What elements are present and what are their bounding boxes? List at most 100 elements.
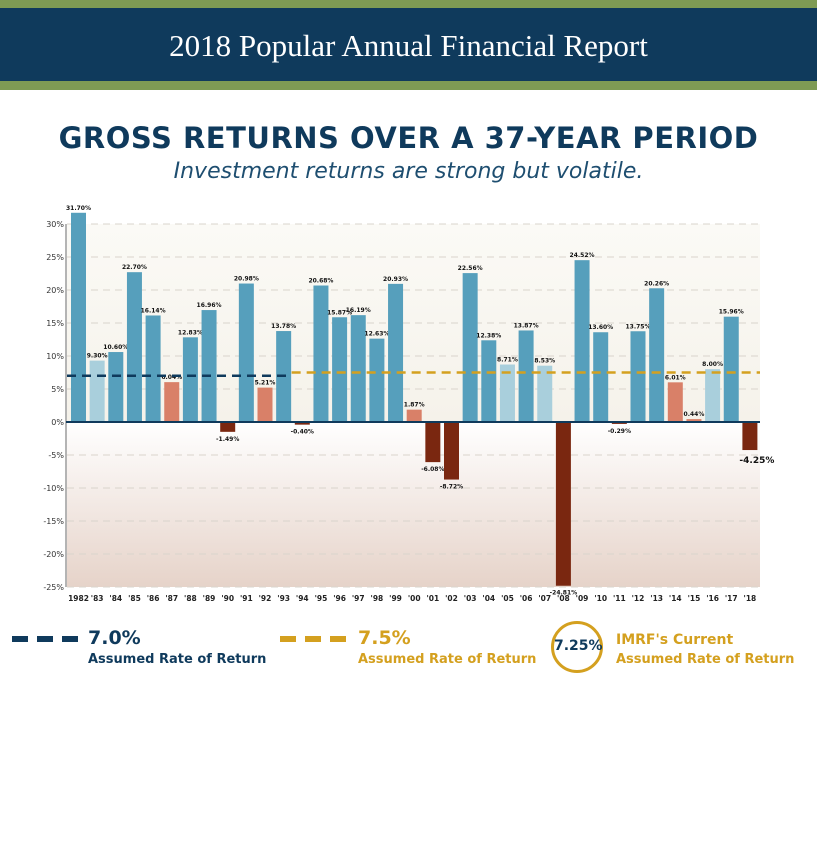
data-label: 20.68%	[308, 278, 333, 285]
data-label: 12.83%	[178, 329, 203, 336]
x-tick-label: '83	[91, 594, 104, 603]
x-tick-label: '18	[744, 594, 757, 603]
x-tick-label: 1982	[68, 594, 89, 603]
data-label: 13.60%	[588, 324, 613, 331]
data-label: 12.63%	[364, 331, 389, 338]
y-tick-label: 20%	[46, 286, 64, 295]
bar	[537, 365, 553, 422]
x-tick-label: '95	[315, 594, 328, 603]
y-tick-label: 15%	[46, 319, 64, 328]
chart-title: GROSS RETURNS OVER A 37-YEAR PERIOD	[58, 121, 759, 155]
bar	[201, 310, 217, 422]
x-tick-label: '10	[594, 594, 607, 603]
x-tick-label: '04	[482, 594, 495, 603]
current-rate-value: 7.25%	[554, 638, 603, 654]
x-tick-label: '15	[688, 594, 701, 603]
x-tick-label: '85	[128, 594, 141, 603]
data-label: 24.52%	[570, 252, 595, 259]
x-tick-label: '14	[669, 594, 682, 603]
data-label: 8.00%	[702, 361, 723, 368]
x-tick-label: '00	[408, 594, 421, 603]
y-tick-label: -25%	[43, 583, 64, 592]
bar	[574, 260, 590, 422]
x-tick-label: '05	[501, 594, 514, 603]
report-header: 2018 Popular Annual Financial Report	[0, 8, 817, 81]
chart-subtitle: Investment returns are strong but volati…	[173, 159, 644, 184]
bar	[332, 317, 348, 422]
bar	[89, 360, 105, 422]
bar	[462, 273, 478, 422]
x-tick-label: '16	[706, 594, 719, 603]
bar	[499, 364, 515, 422]
data-label: 22.56%	[458, 265, 483, 272]
x-tick-label: '06	[520, 594, 533, 603]
bar	[649, 288, 665, 422]
x-tick-label: '12	[632, 594, 645, 603]
bar	[257, 387, 273, 422]
legend-desc-current: Assumed Rate of Return	[616, 652, 795, 667]
bar	[444, 422, 459, 480]
bar	[518, 330, 534, 422]
bar	[388, 283, 404, 422]
data-label: 1.87%	[404, 402, 425, 409]
plot-negative-area	[67, 422, 760, 587]
current-rate-badge: 7.25%	[551, 621, 603, 673]
data-label: 8.53%	[534, 358, 555, 365]
legend-rate-7-0: 7.0%	[88, 627, 141, 649]
data-label: 6.01%	[665, 374, 686, 381]
y-tick-label: -20%	[43, 550, 64, 559]
data-label: 31.70%	[66, 205, 91, 212]
y-tick-label: 5%	[51, 385, 64, 394]
data-label: -4.25%	[739, 456, 774, 466]
x-tick-label: '97	[352, 594, 365, 603]
y-tick-label: 0%	[51, 418, 64, 427]
data-label: 8.71%	[497, 357, 518, 364]
x-tick-label: '89	[203, 594, 216, 603]
bar	[742, 422, 758, 451]
data-label: 9.30%	[87, 353, 108, 360]
data-label: -6.08%	[421, 466, 444, 473]
legend-current-title: IMRF's Current	[616, 632, 734, 648]
legend-gold-dash-icon	[280, 636, 346, 642]
x-tick-label: '02	[445, 594, 458, 603]
x-tick-label: '01	[426, 594, 439, 603]
x-tick-label: '90	[221, 594, 234, 603]
data-label: 16.96%	[197, 302, 222, 309]
x-tick-label: '11	[613, 594, 626, 603]
y-tick-label: -5%	[48, 451, 64, 460]
returns-bar-chart: 30% 25% 20% 15% 10% 5% 0% -5% -10% -15% -20% -25% 31…	[43, 205, 774, 603]
x-tick-label: '09	[576, 594, 589, 603]
bar	[369, 338, 385, 422]
data-label: 10.60%	[103, 344, 128, 351]
bar	[350, 315, 366, 422]
legend-navy-dash-icon	[12, 636, 78, 642]
x-tick-label: '99	[389, 594, 402, 603]
data-label: 13.75%	[626, 323, 651, 330]
data-label: 22.70%	[122, 264, 147, 271]
bar	[220, 422, 236, 432]
header-bottom-band	[0, 81, 817, 90]
x-tick-label: '93	[277, 594, 290, 603]
bar	[481, 340, 497, 422]
bar	[667, 382, 683, 422]
data-label: 15.87%	[327, 309, 352, 316]
bar	[425, 422, 441, 463]
bar	[294, 422, 310, 425]
x-tick-label: '07	[538, 594, 551, 603]
data-label: 5.21%	[255, 380, 276, 387]
x-tick-label: '88	[184, 594, 197, 603]
y-tick-label: -15%	[43, 517, 64, 526]
report-title: 2018 Popular Annual Financial Report	[169, 28, 648, 63]
x-tick-label: '96	[333, 594, 346, 603]
x-tick-label: '92	[259, 594, 272, 603]
legend-rate-7-5: 7.5%	[358, 627, 411, 649]
bar	[71, 212, 86, 422]
data-label: -0.40%	[291, 429, 314, 436]
bar	[145, 315, 161, 422]
y-tick-label: 30%	[46, 220, 64, 229]
y-tick-label: -10%	[43, 484, 64, 493]
data-label: -0.29%	[608, 428, 631, 435]
bar	[593, 332, 609, 422]
data-label: 12.38%	[476, 332, 501, 339]
x-tick-label: '87	[165, 594, 178, 603]
